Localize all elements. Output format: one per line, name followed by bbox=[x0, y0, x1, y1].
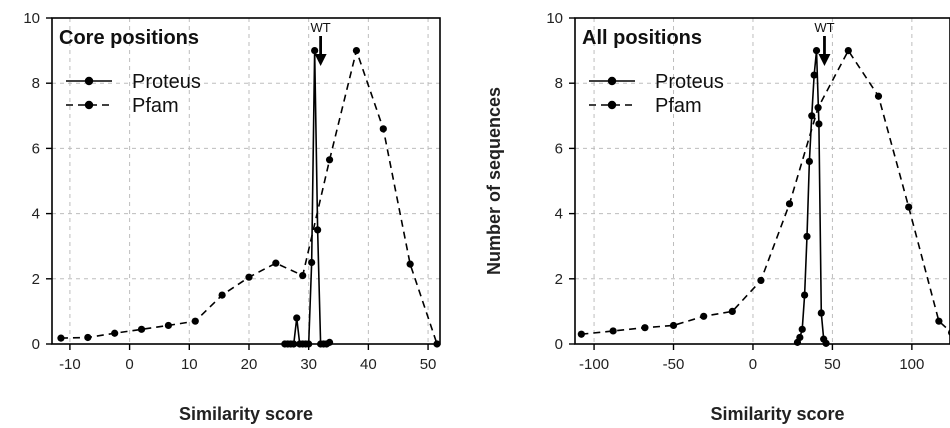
y-tick-label: 0 bbox=[32, 336, 40, 353]
data-point-pfam bbox=[272, 259, 280, 267]
data-point-pfam bbox=[299, 271, 307, 280]
data-point-proteus bbox=[311, 47, 319, 55]
data-point-pfam bbox=[325, 156, 334, 164]
legend-label-proteus: Proteus bbox=[655, 71, 724, 93]
data-point-proteus bbox=[812, 47, 821, 55]
legend-marker-proteus bbox=[84, 76, 94, 86]
x-tick-label: -50 bbox=[663, 356, 685, 373]
data-point-pfam bbox=[111, 329, 119, 337]
x-tick-label: 50 bbox=[420, 356, 437, 373]
series-line-proteus bbox=[284, 50, 330, 345]
y-tick-label: 2 bbox=[555, 271, 563, 288]
legend-label-proteus: Proteus bbox=[132, 71, 201, 93]
wt-arrow-head bbox=[314, 54, 327, 66]
data-point-pfam bbox=[191, 317, 199, 325]
data-point-proteus bbox=[805, 157, 813, 166]
x-tick-label: 100 bbox=[899, 356, 924, 373]
data-point-pfam bbox=[785, 200, 794, 208]
data-point-pfam bbox=[757, 276, 765, 285]
data-point-pfam bbox=[406, 260, 414, 268]
data-point-proteus bbox=[325, 338, 334, 346]
y-tick-label: 10 bbox=[546, 10, 563, 27]
y-tick-label: 2 bbox=[32, 271, 40, 288]
data-point-pfam bbox=[728, 307, 736, 315]
x-tick-label: 50 bbox=[824, 356, 841, 373]
series-line-pfam bbox=[581, 49, 950, 336]
x-axis-label: Similarity score bbox=[179, 404, 313, 424]
y-tick-label: 6 bbox=[32, 140, 40, 157]
y-tick-label: 4 bbox=[555, 206, 563, 223]
data-point-pfam bbox=[84, 333, 92, 342]
data-point-pfam bbox=[669, 321, 678, 330]
data-point-pfam bbox=[700, 312, 708, 320]
plot-frame bbox=[51, 17, 441, 345]
series-line-proteus bbox=[796, 50, 827, 344]
legend-marker-pfam bbox=[84, 100, 94, 110]
data-point-pfam bbox=[245, 273, 253, 281]
data-point-pfam bbox=[935, 317, 943, 325]
data-point-proteus bbox=[817, 309, 825, 317]
data-point-proteus bbox=[810, 71, 818, 79]
wt-annotation: WT bbox=[814, 20, 834, 35]
y-tick-label: 4 bbox=[32, 206, 40, 223]
data-point-proteus bbox=[803, 232, 811, 241]
legend-marker-pfam bbox=[607, 100, 617, 110]
x-tick-label: -10 bbox=[59, 356, 81, 373]
legend-marker-proteus bbox=[607, 76, 617, 86]
data-point-pfam bbox=[609, 327, 617, 335]
data-point-pfam bbox=[905, 203, 913, 211]
data-point-proteus bbox=[808, 112, 816, 120]
y-tick-label: 6 bbox=[555, 140, 563, 157]
data-point-pfam bbox=[577, 330, 585, 338]
y-axis-label: Number of sequences bbox=[484, 87, 504, 275]
legend-label-pfam: Pfam bbox=[655, 95, 702, 117]
y-tick-label: 8 bbox=[555, 75, 563, 92]
panel-core-positions: -10 0 10 20 30 40 50 0 2 4 6 8 10 Similarity score Cor… bbox=[23, 10, 441, 424]
y-tick-label: 0 bbox=[555, 336, 563, 353]
wt-annotation: WT bbox=[311, 20, 331, 35]
x-tick-label: 0 bbox=[749, 356, 757, 373]
plot-frame bbox=[574, 17, 950, 345]
data-point-proteus bbox=[815, 120, 823, 128]
data-point-proteus bbox=[314, 226, 322, 234]
x-tick-label: 40 bbox=[360, 356, 377, 373]
legend-label-pfam: Pfam bbox=[132, 95, 179, 117]
data-point-pfam bbox=[57, 334, 65, 342]
panel-title: All positions bbox=[582, 27, 702, 49]
data-point-proteus bbox=[796, 333, 804, 342]
x-tick-label: 30 bbox=[300, 356, 317, 373]
y-tick-label: 10 bbox=[23, 10, 40, 27]
data-point-proteus bbox=[308, 258, 316, 267]
data-point-proteus bbox=[801, 291, 809, 299]
y-tick-label: 8 bbox=[32, 75, 40, 92]
x-tick-label: 10 bbox=[181, 356, 198, 373]
data-point-proteus bbox=[293, 314, 301, 322]
x-tick-label: -100 bbox=[579, 356, 609, 373]
data-point-proteus bbox=[798, 325, 806, 333]
data-point-pfam bbox=[379, 125, 387, 133]
data-point-pfam bbox=[137, 325, 146, 333]
panel-title: Core positions bbox=[59, 27, 199, 49]
data-point-pfam bbox=[844, 47, 852, 55]
data-point-pfam bbox=[641, 324, 649, 332]
data-point-pfam bbox=[352, 47, 361, 55]
wt-arrow-head bbox=[818, 54, 831, 66]
data-point-pfam bbox=[874, 92, 883, 100]
panel-all-positions: -100 -50 0 50 100 0 2 4 6 8 10 Similarity score Numb… bbox=[484, 10, 950, 424]
data-point-pfam bbox=[218, 291, 226, 299]
x-tick-label: 0 bbox=[125, 356, 133, 373]
data-point-pfam bbox=[164, 321, 172, 330]
x-tick-label: 20 bbox=[241, 356, 258, 373]
x-axis-label: Similarity score bbox=[710, 404, 844, 424]
data-point-pfam bbox=[814, 104, 822, 112]
